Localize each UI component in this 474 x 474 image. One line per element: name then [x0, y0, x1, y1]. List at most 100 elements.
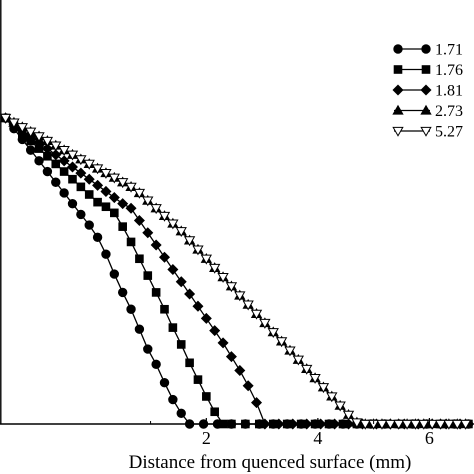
data-point [126, 237, 136, 247]
data-point [309, 374, 321, 384]
legend-marker [420, 126, 432, 137]
data-point [267, 328, 279, 339]
data-point [192, 300, 204, 312]
legend-label: 2.73 [435, 103, 463, 120]
data-point [75, 167, 87, 179]
data-point [133, 188, 146, 199]
data-point [158, 211, 171, 222]
data-point [210, 407, 219, 417]
legend-marker [392, 126, 404, 137]
data-point [142, 227, 154, 239]
data-point [217, 273, 229, 283]
data-point [273, 418, 285, 430]
data-point [83, 159, 95, 170]
data-point [225, 351, 237, 363]
data-point [117, 198, 129, 210]
data-point [25, 127, 37, 138]
legend-item: 1.81 [392, 83, 463, 100]
data-point [242, 380, 254, 392]
series-5-27 [0, 113, 472, 430]
data-point [251, 397, 263, 409]
data-point [192, 245, 204, 256]
data-point [234, 291, 246, 302]
data-point [343, 418, 355, 430]
series-line [5, 117, 469, 425]
data-point [301, 418, 313, 430]
data-point [142, 196, 154, 207]
data-point [317, 383, 330, 394]
data-point [151, 359, 161, 370]
data-point [66, 161, 79, 173]
data-point [0, 113, 12, 124]
data-point [100, 185, 112, 197]
legend-marker [392, 104, 404, 115]
legend-label: 1.76 [435, 62, 463, 79]
legend-marker [420, 104, 432, 115]
data-point [227, 419, 236, 429]
data-point [359, 419, 371, 430]
data-point [176, 340, 186, 349]
data-point [202, 392, 211, 401]
data-point [101, 202, 111, 212]
data-point [75, 155, 87, 166]
x-tick-label: 2 [202, 428, 211, 448]
data-point [92, 179, 104, 191]
data-point [33, 132, 45, 143]
data-point [185, 358, 194, 368]
data-point [459, 419, 472, 430]
legend-label: 1.71 [435, 42, 463, 59]
data-point [160, 304, 169, 314]
data-point [200, 254, 212, 265]
data-point [434, 419, 447, 430]
data-point [50, 141, 62, 152]
data-point [292, 355, 305, 366]
data-point [41, 143, 53, 155]
data-point [91, 164, 104, 175]
data-point [117, 287, 128, 298]
data-point [242, 300, 254, 311]
data-point [200, 312, 212, 324]
series-1-76 [1, 113, 473, 429]
data-point [84, 220, 94, 230]
data-point [418, 419, 430, 430]
data-point [225, 282, 238, 293]
data-point [193, 375, 203, 384]
data-point [376, 419, 388, 430]
data-point [159, 377, 170, 388]
data-point [184, 288, 196, 300]
data-point [326, 392, 338, 403]
series-1-81 [0, 112, 466, 430]
data-point [168, 323, 178, 332]
data-point [76, 209, 86, 220]
data-point [108, 192, 120, 204]
data-point [301, 364, 313, 375]
legend-item: 1.76 [393, 62, 463, 79]
legend-label: 1.81 [435, 83, 463, 100]
data-point [217, 337, 229, 349]
data-point [133, 215, 145, 227]
data-point [59, 188, 69, 198]
legend-item: 5.27 [392, 124, 463, 141]
data-point [150, 239, 162, 251]
data-point [234, 364, 246, 376]
data-point [125, 202, 137, 214]
data-point [351, 418, 363, 429]
data-point [67, 198, 78, 209]
data-point [51, 177, 61, 187]
legend-marker [421, 65, 431, 74]
data-point [209, 325, 221, 337]
data-point [66, 150, 79, 161]
data-point [329, 418, 341, 430]
data-point [58, 155, 70, 167]
data-point [42, 166, 53, 177]
data-point [100, 168, 112, 179]
legend-item: 1.71 [393, 42, 463, 59]
data-point [409, 419, 422, 430]
data-point [218, 419, 228, 429]
x-tick-label: 4 [313, 428, 322, 448]
data-point [167, 219, 179, 230]
data-point [168, 394, 178, 405]
data-point [33, 136, 45, 148]
data-point [76, 182, 86, 192]
data-point [25, 145, 36, 155]
